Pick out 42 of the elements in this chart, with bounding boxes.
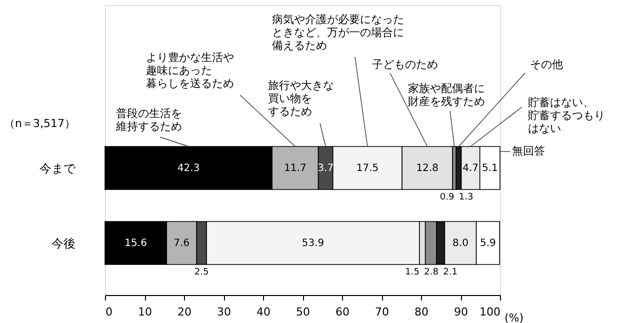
y-tick-label: 今後: [52, 236, 76, 250]
text: 貯蓄はない、貯蓄するつもりはない: [528, 96, 605, 135]
data-label: 17.5: [356, 163, 379, 174]
x-tick-label: 60: [336, 306, 350, 318]
x-tick-label: 40: [256, 306, 270, 318]
data-label: 5.1: [482, 163, 498, 174]
x-tick-label: 80: [414, 306, 428, 318]
data-label: 2.5: [194, 268, 209, 278]
data-label: 3.7: [318, 163, 334, 174]
x-tick-label: 90: [454, 306, 468, 318]
data-label: 1.3: [458, 192, 474, 202]
data-label: 11.7: [284, 163, 306, 174]
x-tick-label: 20: [178, 306, 192, 318]
x-axis-title: (%): [504, 312, 524, 323]
data-label: 2.8: [424, 268, 439, 278]
data-label: 1.5: [405, 268, 420, 278]
data-label: 15.6: [124, 238, 147, 249]
data-label: 0.9: [440, 192, 454, 202]
series-label: 普段の生活を維持するため: [115, 107, 182, 133]
text: より豊かな生活や趣味にあった暮らしを送るため: [146, 51, 234, 90]
data-label: 7.6: [174, 238, 190, 249]
data-label: 53.9: [302, 238, 324, 249]
x-tick-label: 70: [375, 306, 389, 318]
x-tick-label: 100: [480, 306, 500, 318]
data-label: 2.1: [443, 268, 458, 278]
data-label: 5.9: [480, 238, 496, 249]
text: 病気や介護が必要になったときなど、万が一の場合に備えるため: [272, 13, 404, 52]
y-tick-label: 今まで: [40, 162, 76, 176]
data-label: 4.7: [462, 163, 479, 174]
data-label: 42.3: [177, 163, 200, 174]
text: 家族や配偶者に財産を残すため: [408, 82, 485, 108]
text: 旅行や大きな買い物をするため: [268, 79, 334, 118]
x-tick-label: 10: [138, 306, 152, 318]
data-label: 8.0: [452, 238, 468, 249]
x-tick-label: 30: [217, 306, 231, 318]
x-tick-label: 50: [296, 306, 310, 318]
x-tick-label: 0: [106, 306, 112, 318]
text: （n＝3,517）: [4, 117, 76, 130]
text: 子どものため: [372, 58, 438, 71]
text: その他: [530, 58, 563, 71]
series-label: 無回答: [512, 144, 545, 158]
data-label: 12.8: [416, 163, 438, 174]
